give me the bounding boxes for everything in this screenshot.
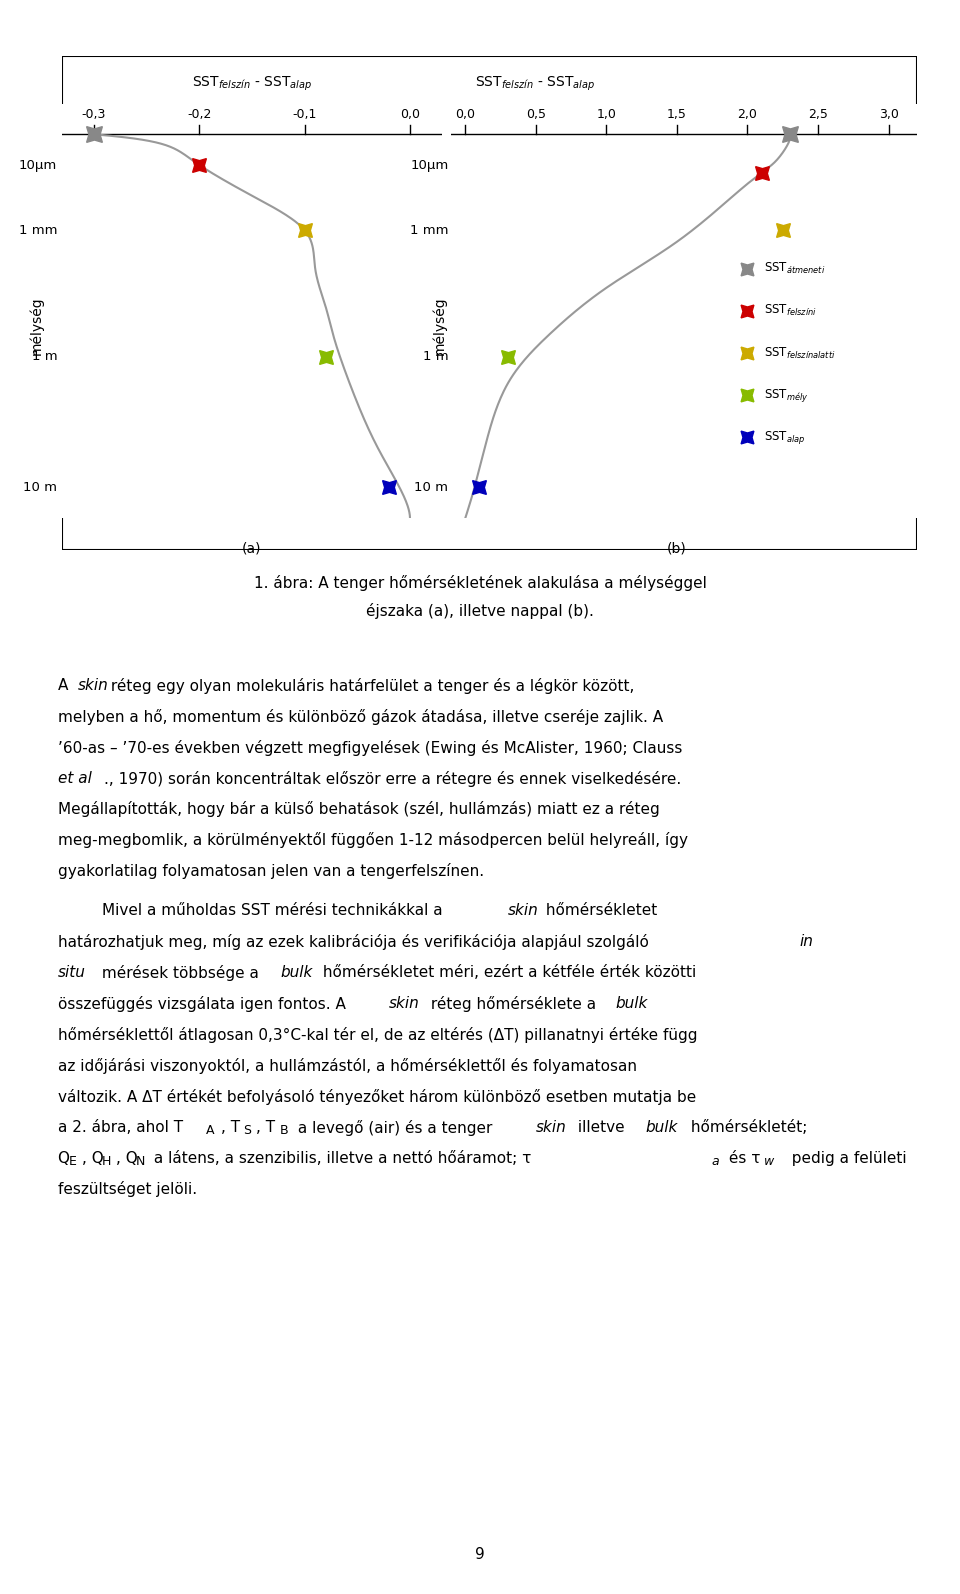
Text: 3,0: 3,0: [878, 108, 899, 121]
Text: 9: 9: [475, 1546, 485, 1562]
Text: a 2. ábra, ahol T: a 2. ábra, ahol T: [58, 1119, 182, 1135]
Text: mélység: mélység: [29, 296, 43, 355]
Text: 1,0: 1,0: [596, 108, 616, 121]
Text: 10μm: 10μm: [410, 158, 448, 172]
Text: változik. A ΔT értékét befolyásoló tényezőket három különböző esetben mutatja be: változik. A ΔT értékét befolyásoló ténye…: [58, 1089, 696, 1105]
Text: SST$_{felszín}$ - SST$_{alap}$: SST$_{felszín}$ - SST$_{alap}$: [192, 75, 312, 92]
Text: mérések többsége a: mérések többsége a: [97, 966, 264, 982]
Text: situ: situ: [58, 966, 85, 980]
Text: E: E: [69, 1154, 77, 1168]
Text: -0,3: -0,3: [82, 108, 107, 121]
Text: SST$_{alap}$: SST$_{alap}$: [764, 429, 805, 446]
Text: 0,0: 0,0: [400, 108, 420, 121]
Text: skin: skin: [537, 1119, 567, 1135]
Text: 10 m: 10 m: [23, 481, 58, 494]
Text: bulk: bulk: [615, 996, 648, 1011]
Text: et al: et al: [58, 770, 91, 786]
Text: réteg hőmérséklete a: réteg hőmérséklete a: [426, 996, 601, 1012]
Text: 1,5: 1,5: [667, 108, 687, 121]
Text: Q: Q: [58, 1151, 69, 1165]
Text: , T: , T: [221, 1119, 240, 1135]
Text: skin: skin: [389, 996, 420, 1011]
Text: hőmérsékletet méri, ezért a kétféle érték közötti: hőmérsékletet méri, ezért a kétféle érté…: [318, 966, 696, 980]
Text: a látens, a szenzibilis, illetve a nettó hőáramot; τ: a látens, a szenzibilis, illetve a nettó…: [149, 1151, 531, 1165]
Text: 2,0: 2,0: [737, 108, 757, 121]
Text: feszültséget jelöli.: feszültséget jelöli.: [58, 1181, 197, 1197]
Text: 1 m: 1 m: [422, 351, 448, 363]
Text: bulk: bulk: [646, 1119, 678, 1135]
Text: SST$_{átmeneti}$: SST$_{átmeneti}$: [764, 261, 826, 276]
Text: gyakorlatilag folyamatosan jelen van a tengerfelszínen.: gyakorlatilag folyamatosan jelen van a t…: [58, 864, 484, 880]
Text: az időjárási viszonyoktól, a hullámzástól, a hőmérséklettől és folyamatosan: az időjárási viszonyoktól, a hullámzástó…: [58, 1058, 636, 1074]
Text: N: N: [135, 1154, 145, 1168]
Text: , Q: , Q: [116, 1151, 137, 1165]
Text: éjszaka (a), illetve nappal (b).: éjszaka (a), illetve nappal (b).: [366, 603, 594, 618]
Text: SST$_{felszíni}$: SST$_{felszíni}$: [764, 303, 817, 319]
Text: 1 mm: 1 mm: [410, 223, 448, 238]
Text: határozhatjuk meg, míg az ezek kalibrációja és verifikációja alapjául szolgáló: határozhatjuk meg, míg az ezek kalibráci…: [58, 934, 654, 950]
Text: S: S: [243, 1124, 252, 1137]
Text: Mivel a műholdas SST mérési technikákkal a: Mivel a műholdas SST mérési technikákkal…: [102, 904, 447, 918]
Text: összefüggés vizsgálata igen fontos. A: összefüggés vizsgálata igen fontos. A: [58, 996, 350, 1012]
Text: 10 m: 10 m: [415, 481, 448, 494]
Text: A: A: [206, 1124, 214, 1137]
Text: mélység: mélység: [433, 296, 447, 355]
Text: melyben a hő, momentum és különböző gázok átadása, illetve cseréje zajlik. A: melyben a hő, momentum és különböző gázo…: [58, 709, 662, 725]
Text: bulk: bulk: [280, 966, 313, 980]
Text: 0,0: 0,0: [455, 108, 475, 121]
Text: meg-megbomlik, a körülményektől függően 1-12 másodpercen belül helyreáll, így: meg-megbomlik, a körülményektől függően …: [58, 832, 687, 848]
Text: réteg egy olyan molekuláris határfelület a tenger és a légkör között,: réteg egy olyan molekuláris határfelület…: [107, 677, 635, 693]
Text: H: H: [102, 1154, 111, 1168]
Text: hőmérséklettől átlagosan 0,3°C-kal tér el, de az eltérés (ΔT) pillanatnyi értéke: hőmérséklettől átlagosan 0,3°C-kal tér e…: [58, 1027, 697, 1042]
Text: B: B: [280, 1124, 289, 1137]
Text: 1. ábra: A tenger hőmérsékletének alakulása a mélységgel: 1. ábra: A tenger hőmérsékletének alakul…: [253, 574, 707, 591]
Text: (b): (b): [667, 540, 686, 555]
Text: ., 1970) során koncentráltak először erre a rétegre és ennek viselkedésére.: ., 1970) során koncentráltak először err…: [105, 770, 682, 786]
Text: és τ: és τ: [725, 1151, 761, 1165]
Text: a levegő (air) és a tenger: a levegő (air) és a tenger: [294, 1119, 497, 1135]
Text: SST$_{felszín}$ - SST$_{alap}$: SST$_{felszín}$ - SST$_{alap}$: [475, 75, 595, 92]
Text: A: A: [58, 677, 73, 693]
Text: skin: skin: [78, 677, 108, 693]
Text: 2,5: 2,5: [808, 108, 828, 121]
Text: hőmérsékletet: hőmérsékletet: [540, 904, 657, 918]
Text: 0,5: 0,5: [526, 108, 546, 121]
Text: -0,1: -0,1: [293, 108, 317, 121]
Text: (a): (a): [242, 540, 262, 555]
Text: a: a: [711, 1154, 719, 1168]
Text: -0,2: -0,2: [187, 108, 211, 121]
Text: , T: , T: [256, 1119, 276, 1135]
Text: ’60-as – ’70-es években végzett megfigyelések (Ewing és McAlister, 1960; Clauss: ’60-as – ’70-es években végzett megfigye…: [58, 740, 682, 756]
Text: SST$_{mély}$: SST$_{mély}$: [764, 387, 809, 403]
Text: pedig a felületi: pedig a felületi: [781, 1151, 906, 1165]
Text: skin: skin: [508, 904, 539, 918]
Text: , Q: , Q: [83, 1151, 104, 1165]
Text: 1 mm: 1 mm: [18, 223, 58, 238]
Text: illetve: illetve: [573, 1119, 630, 1135]
Text: w: w: [764, 1154, 775, 1168]
Text: 10μm: 10μm: [19, 158, 58, 172]
Text: 1 m: 1 m: [32, 351, 58, 363]
Text: SST$_{felszín alatti}$: SST$_{felszín alatti}$: [764, 346, 836, 360]
Text: Megállapították, hogy bár a külső behatások (szél, hullámzás) miatt ez a réteg: Megállapították, hogy bár a külső behatá…: [58, 802, 660, 818]
Text: hőmérsékletét;: hőmérsékletét;: [685, 1119, 807, 1135]
Text: in: in: [800, 934, 813, 950]
